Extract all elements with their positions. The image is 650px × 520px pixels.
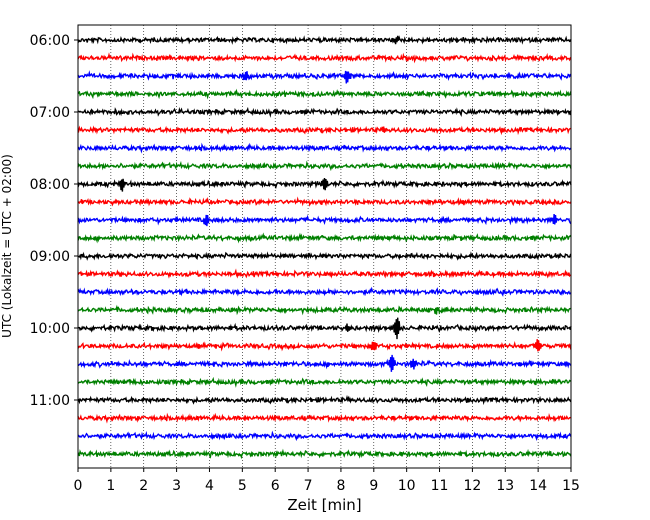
trace-line xyxy=(77,177,572,192)
trace-line xyxy=(77,412,572,424)
y-tick-label: 06:00 xyxy=(30,33,70,49)
x-tick-label: 7 xyxy=(304,478,313,494)
x-tick-label: 12 xyxy=(463,478,481,494)
x-tick-label: 8 xyxy=(336,478,345,494)
trace-line xyxy=(77,430,572,442)
y-tick-label: 11:00 xyxy=(30,393,70,409)
y-tick-label: 09:00 xyxy=(30,249,70,265)
x-tick-label: 9 xyxy=(369,478,378,494)
x-tick-label: 13 xyxy=(496,478,514,494)
y-axis-ticks: 06:00 07:00 08:00 09:00 10:00 11:00 xyxy=(30,33,78,409)
trace-line xyxy=(77,251,572,261)
plot-background xyxy=(78,25,571,468)
y-tick-label: 07:00 xyxy=(30,105,70,121)
trace-line xyxy=(77,232,572,244)
x-tick-label: 11 xyxy=(431,478,449,494)
x-tick-label: 2 xyxy=(139,478,148,494)
x-tick-label: 6 xyxy=(271,478,280,494)
y-axis-label: UTC (Lokalzeit = UTC + 02:00) xyxy=(0,154,14,338)
x-tick-label: 1 xyxy=(106,478,115,494)
x-axis-label: Zeit [min] xyxy=(287,496,361,514)
x-axis-ticks: 0 1 2 3 4 5 6 7 8 9 10 11 12 13 14 15 xyxy=(74,468,580,494)
trace-line xyxy=(77,339,572,352)
trace-line xyxy=(77,317,572,340)
trace-line xyxy=(77,106,572,118)
y-tick-label: 10:00 xyxy=(30,321,70,337)
trace-line xyxy=(77,142,572,154)
trace-line xyxy=(77,286,572,297)
trace-line xyxy=(77,35,572,45)
x-tick-label: 15 xyxy=(562,478,580,494)
plot-frame xyxy=(77,24,572,469)
trace-line xyxy=(77,394,572,406)
x-tick-label: 3 xyxy=(172,478,181,494)
x-tick-label: 5 xyxy=(238,478,247,494)
trace-line xyxy=(77,354,572,372)
trace-line xyxy=(77,448,572,460)
traces xyxy=(77,35,572,460)
x-tick-label: 0 xyxy=(74,478,83,494)
trace-line xyxy=(77,70,572,84)
grid xyxy=(110,25,539,468)
trace-line xyxy=(77,196,572,207)
trace-line xyxy=(77,376,572,388)
x-tick-label: 10 xyxy=(398,478,416,494)
trace-line xyxy=(77,88,572,100)
trace-line xyxy=(77,304,572,316)
x-tick-label: 4 xyxy=(205,478,214,494)
trace-line xyxy=(77,268,572,279)
y-tick-label: 08:00 xyxy=(30,177,70,193)
trace-line xyxy=(77,160,572,172)
trace-line xyxy=(77,125,572,136)
x-tick-label: 14 xyxy=(529,478,547,494)
trace-line xyxy=(77,52,572,64)
trace-line xyxy=(77,213,572,227)
